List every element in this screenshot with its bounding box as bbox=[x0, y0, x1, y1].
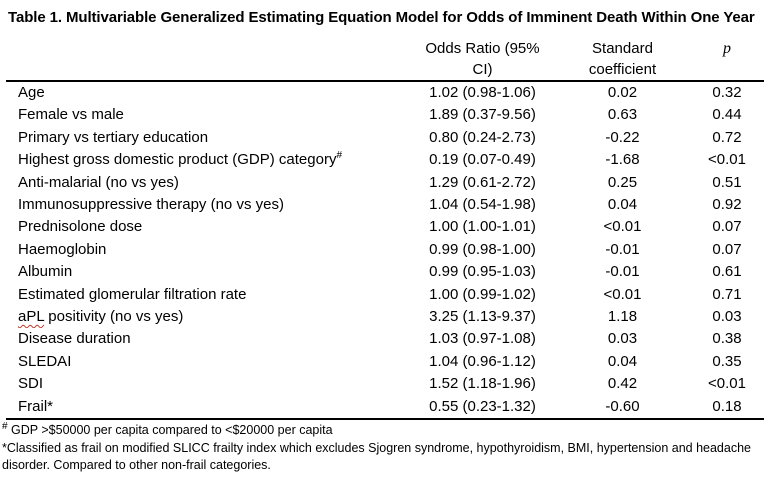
p-value-cell: 0.61 bbox=[712, 263, 742, 281]
row-label-cell: SDI bbox=[18, 375, 44, 393]
footnote-frail: *Classified as frail on modified SLICC f… bbox=[2, 440, 770, 475]
odds-ratio-cell: 1.89 (0.37-9.56) bbox=[429, 106, 536, 124]
row-label-cell: Prednisolone dose bbox=[18, 218, 143, 236]
p-value-cell: <0.01 bbox=[708, 375, 746, 393]
row-label-cell: Disease duration bbox=[18, 330, 131, 348]
coefficient-cell: -0.01 bbox=[605, 263, 640, 281]
table-row: Primary vs tertiary education 0.80 (0.24… bbox=[6, 127, 764, 149]
row-label: Highest gross domestic product (GDP) cat… bbox=[18, 151, 337, 169]
odds-ratio-cell: 1.04 (0.96-1.12) bbox=[429, 352, 536, 370]
footnote-text: *Classified as frail on modified SLICC f… bbox=[2, 440, 751, 472]
table-row: Anti-malarial (no vs yes) 1.29 (0.61-2.7… bbox=[6, 172, 764, 194]
odds-ratio-cell: 1.04 (0.54-1.98) bbox=[429, 196, 536, 214]
p-value-cell: <0.01 bbox=[708, 151, 746, 169]
column-header-p: p bbox=[690, 38, 764, 82]
column-header-odds-ratio: Odds Ratio (95% CI) bbox=[410, 38, 555, 82]
footnote-gdp: # GDP >$50000 per capita compared to <$2… bbox=[2, 420, 770, 439]
row-label-cell: aPL positivity (no vs yes) bbox=[6, 306, 410, 328]
table-row: Frail* 0.55 (0.23-1.32) -0.60 0.18 bbox=[6, 395, 764, 421]
page-title: Table 1. Multivariable Generalized Estim… bbox=[8, 9, 755, 26]
row-label-cell: SLEDAI bbox=[18, 352, 72, 370]
coefficient-cell: <0.01 bbox=[603, 218, 642, 236]
odds-ratio-cell: 3.25 (1.13-9.37) bbox=[429, 308, 536, 326]
table-row: Prednisolone dose 1.00 (1.00-1.01) <0.01… bbox=[6, 216, 764, 238]
table-row: Immunosuppressive therapy (no vs yes) 1.… bbox=[6, 194, 764, 216]
table-row: SLEDAI 1.04 (0.96-1.12) 0.04 0.35 bbox=[6, 351, 764, 373]
column-header-label bbox=[6, 38, 410, 82]
odds-ratio-cell: 1.29 (0.61-2.72) bbox=[429, 173, 536, 191]
table-row: Disease duration 1.03 (0.97-1.08) 0.03 0… bbox=[6, 328, 764, 350]
coefficient-cell: -0.60 bbox=[555, 395, 690, 421]
table-row: aPL positivity (no vs yes) 3.25 (1.13-9.… bbox=[6, 306, 764, 328]
coefficient-cell: -1.68 bbox=[605, 151, 640, 169]
misspelled-word: aPL bbox=[18, 308, 45, 326]
footnote-marker-hash: # bbox=[2, 420, 8, 432]
table-row: Albumin 0.99 (0.95-1.03) -0.01 0.61 bbox=[6, 261, 764, 283]
p-value-cell: 0.07 bbox=[712, 218, 742, 236]
coefficient-cell: 0.63 bbox=[607, 106, 638, 124]
odds-ratio-cell: 1.03 (0.97-1.08) bbox=[429, 330, 536, 348]
footnotes: # GDP >$50000 per capita compared to <$2… bbox=[2, 420, 770, 475]
coefficient-cell: 0.04 bbox=[607, 196, 638, 214]
p-value-cell: 0.07 bbox=[712, 240, 742, 258]
p-value-cell: 0.32 bbox=[712, 84, 742, 101]
p-value-cell: 0.03 bbox=[712, 308, 742, 326]
odds-ratio-cell: 0.55 (0.23-1.32) bbox=[410, 395, 555, 421]
odds-ratio-cell: 1.00 (1.00-1.01) bbox=[429, 218, 536, 236]
row-label-cell: Age bbox=[18, 84, 45, 101]
footnote-marker-hash: # bbox=[336, 150, 343, 162]
row-label-cell: Haemoglobin bbox=[18, 240, 107, 258]
table-row: Highest gross domestic product (GDP) cat… bbox=[6, 149, 764, 171]
odds-ratio-cell: 1.52 (1.18-1.96) bbox=[429, 375, 536, 393]
table-row: SDI 1.52 (1.18-1.96) 0.42 <0.01 bbox=[6, 373, 764, 395]
p-value-cell: 0.51 bbox=[712, 173, 742, 191]
odds-ratio-cell: 0.99 (0.95-1.03) bbox=[429, 263, 536, 281]
table-row: Estimated glomerular filtration rate 1.0… bbox=[6, 284, 764, 306]
row-label-cell: Anti-malarial (no vs yes) bbox=[18, 173, 179, 191]
header-row: Odds Ratio (95% CI) Standard coefficient… bbox=[6, 38, 764, 82]
row-label-cell: Estimated glomerular filtration rate bbox=[18, 285, 247, 303]
odds-ratio-cell: 0.99 (0.98-1.00) bbox=[429, 240, 536, 258]
table-body: Age 1.02 (0.98-1.06) 0.02 0.32 Female vs… bbox=[6, 81, 764, 421]
p-value-cell: 0.18 bbox=[690, 395, 764, 421]
results-table: Odds Ratio (95% CI) Standard coefficient… bbox=[6, 38, 764, 421]
table-header: Odds Ratio (95% CI) Standard coefficient… bbox=[6, 38, 764, 82]
table-row: Age 1.02 (0.98-1.06) 0.02 0.32 bbox=[6, 81, 764, 104]
coefficient-cell: 0.25 bbox=[607, 173, 638, 191]
p-value-cell: 0.72 bbox=[712, 128, 742, 146]
p-value-cell: 0.35 bbox=[712, 352, 742, 370]
column-header-coefficient: Standard coefficient bbox=[555, 38, 690, 82]
p-value-cell: 0.38 bbox=[712, 330, 742, 348]
p-value-cell: 0.44 bbox=[712, 106, 742, 124]
coefficient-cell: -0.22 bbox=[605, 128, 640, 146]
row-label-cell: Immunosuppressive therapy (no vs yes) bbox=[18, 196, 284, 214]
row-label-cell: Highest gross domestic product (GDP) cat… bbox=[6, 149, 410, 171]
coefficient-cell: 0.03 bbox=[607, 330, 638, 348]
row-label-cell: Primary vs tertiary education bbox=[18, 128, 209, 146]
row-label-cell: Albumin bbox=[18, 263, 73, 281]
p-value-cell: 0.71 bbox=[712, 285, 742, 303]
coefficient-cell: 1.18 bbox=[607, 308, 638, 326]
table-row: Female vs male 1.89 (0.37-9.56) 0.63 0.4… bbox=[6, 104, 764, 126]
coefficient-cell: 0.02 bbox=[607, 84, 638, 101]
coefficient-cell: 0.04 bbox=[607, 352, 638, 370]
p-value-cell: 0.92 bbox=[712, 196, 742, 214]
row-label-cell: Female vs male bbox=[18, 106, 124, 124]
odds-ratio-cell: 1.00 (0.99-1.02) bbox=[429, 285, 536, 303]
footnote-text: GDP >$50000 per capita compared to <$200… bbox=[7, 423, 333, 438]
table-row: Haemoglobin 0.99 (0.98-1.00) -0.01 0.07 bbox=[6, 239, 764, 261]
row-label-cell: Frail* bbox=[6, 395, 410, 421]
odds-ratio-cell: 0.80 (0.24-2.73) bbox=[429, 128, 536, 146]
coefficient-cell: -0.01 bbox=[605, 240, 640, 258]
coefficient-cell: 0.42 bbox=[607, 375, 638, 393]
coefficient-cell: <0.01 bbox=[603, 285, 642, 303]
odds-ratio-cell: 1.02 (0.98-1.06) bbox=[429, 84, 536, 101]
odds-ratio-cell: 0.19 (0.07-0.49) bbox=[429, 151, 536, 169]
row-label: positivity (no vs yes) bbox=[44, 308, 184, 326]
